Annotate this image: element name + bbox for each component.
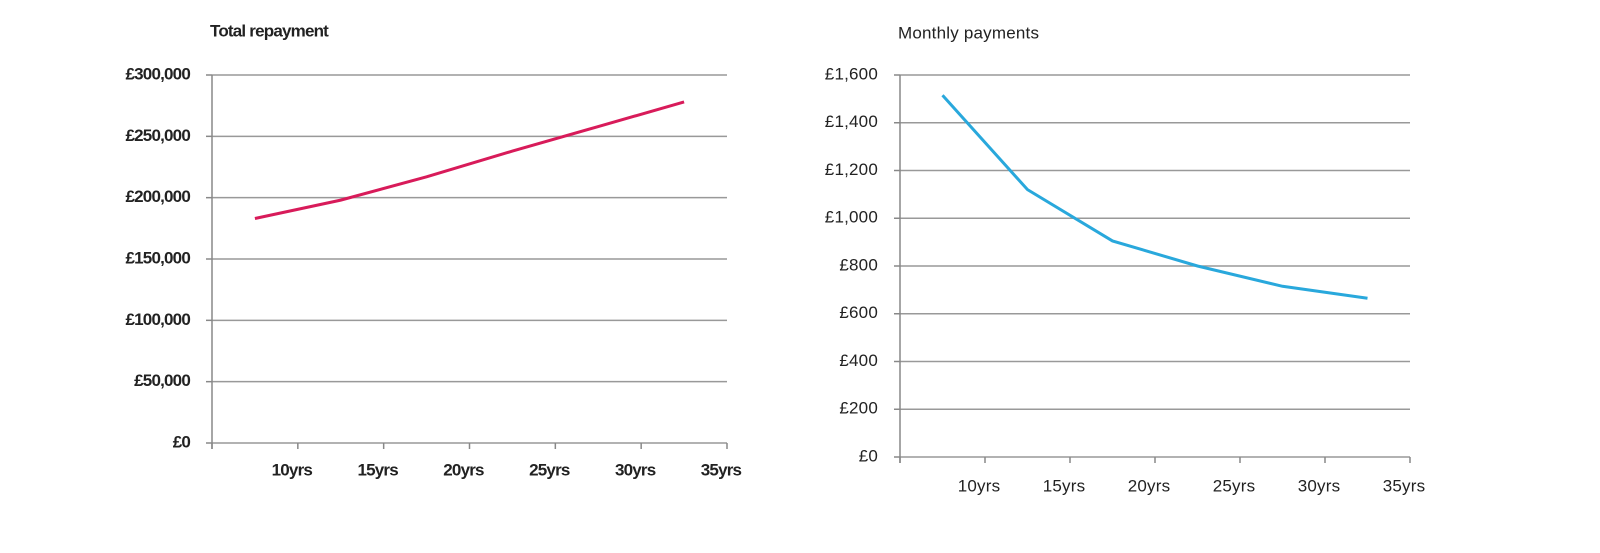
x-tick-label: 25yrs xyxy=(1213,476,1256,495)
y-tick-label: £1,200 xyxy=(825,160,878,179)
y-tick-label: £300,000 xyxy=(125,64,190,83)
chart-title: Total repayment xyxy=(210,21,329,40)
x-tick-label: 20yrs xyxy=(1128,476,1171,495)
x-tick-label: 35yrs xyxy=(701,460,742,479)
y-tick-label: £200 xyxy=(839,399,878,418)
x-tick-label: 25yrs xyxy=(529,460,570,479)
x-tick-label: 30yrs xyxy=(1298,476,1341,495)
x-tick-label: 15yrs xyxy=(357,460,398,479)
chart: Total repayment £0 £50,000 £100,000 £150,000… xyxy=(125,21,742,479)
y-tick-label: £100,000 xyxy=(125,310,190,329)
data-line xyxy=(254,100,685,220)
x-tick-label: 20yrs xyxy=(443,460,484,479)
y-tick-label: £1,600 xyxy=(825,64,878,83)
x-tick-label: 30yrs xyxy=(615,460,656,479)
chart-title: Monthly payments xyxy=(898,23,1039,42)
y-tick-label: £0 xyxy=(859,446,878,465)
y-tick-label: £400 xyxy=(839,351,878,370)
y-tick-label: £800 xyxy=(839,255,878,274)
y-tick-label: £0 xyxy=(173,432,191,451)
y-tick-label: £250,000 xyxy=(125,126,190,145)
chart: Monthly payments £0 £200 £400 £600 £800 £1,000… xyxy=(825,23,1425,495)
y-tick-label: £200,000 xyxy=(125,187,190,206)
y-tick-label: £600 xyxy=(839,303,878,322)
x-tick-label: 35yrs xyxy=(1383,476,1426,495)
y-tick-label: £1,400 xyxy=(825,112,878,131)
x-tick-label: 10yrs xyxy=(272,460,313,479)
y-tick-label: £50,000 xyxy=(134,371,190,390)
x-tick-label: 15yrs xyxy=(1043,476,1086,495)
data-line xyxy=(941,94,1368,300)
y-tick-label: £1,000 xyxy=(825,208,878,227)
y-tick-label: £150,000 xyxy=(125,248,190,267)
x-tick-label: 10yrs xyxy=(958,476,1001,495)
